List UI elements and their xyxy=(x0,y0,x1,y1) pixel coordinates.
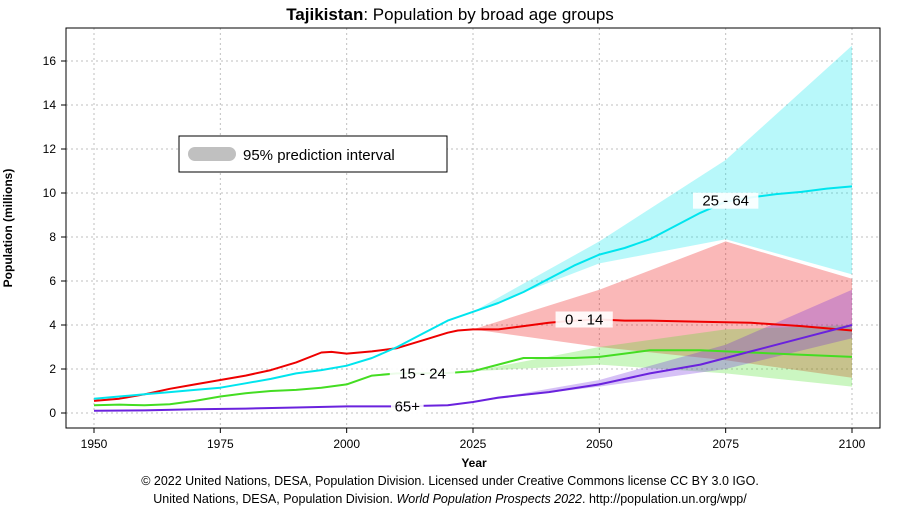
series-line-0[interactable] xyxy=(93,318,853,402)
series-line-3[interactable] xyxy=(93,324,853,412)
series-label: 0 - 14 xyxy=(565,312,603,329)
x-ticks: 1950 1975 2000 2025 2050 2075 2100 xyxy=(81,428,866,451)
legend-label: 95% prediction interval xyxy=(243,147,395,164)
y-tick-label: 2 xyxy=(49,362,56,376)
series-label: 25 - 64 xyxy=(702,193,749,210)
y-tick-label: 14 xyxy=(43,98,57,112)
chart-title-rest: : Population by broad age groups xyxy=(363,5,614,24)
credit: © 2022 United Nations, DESA, Population … xyxy=(0,472,900,508)
y-tick-label: 16 xyxy=(43,54,57,68)
series-label-bg xyxy=(692,192,759,209)
series-label-bg xyxy=(391,398,424,415)
y-tick-label: 6 xyxy=(49,274,56,288)
series-label-bg xyxy=(555,311,613,328)
x-tick-label: 2050 xyxy=(586,437,613,451)
x-tick-label: 2025 xyxy=(460,437,487,451)
prediction-band-1 xyxy=(473,325,852,387)
legend[interactable]: 95% prediction interval xyxy=(178,135,448,173)
prediction-band-3 xyxy=(473,289,852,402)
x-tick-label: 1950 xyxy=(81,437,108,451)
series-label: 15 - 24 xyxy=(399,365,446,382)
x-tick-label: 2075 xyxy=(712,437,739,451)
prediction-band-0 xyxy=(473,241,852,378)
series-label-bg xyxy=(389,365,456,382)
series-labels: 0 - 14 15 - 24 25 - 64 65+ xyxy=(389,192,759,415)
credit-line-1: © 2022 United Nations, DESA, Population … xyxy=(141,474,759,488)
legend-swatch xyxy=(188,147,236,161)
chart-title: Tajikistan: Population by broad age grou… xyxy=(0,4,900,26)
y-tick-label: 4 xyxy=(49,318,56,332)
y-axis-label: Population (millions) xyxy=(1,169,15,288)
series-label: 65+ xyxy=(395,398,421,415)
x-axis-label: Year xyxy=(461,456,487,470)
x-tick-label: 1975 xyxy=(207,437,234,451)
y-tick-label: 12 xyxy=(43,142,57,156)
credit-line-2-pre: United Nations, DESA, Population Divisio… xyxy=(153,492,397,506)
grid xyxy=(66,28,880,428)
chart-title-country: Tajikistan xyxy=(286,5,364,24)
credit-line-2-post: . http://population.un.org/wpp/ xyxy=(582,492,747,506)
y-tick-label: 0 xyxy=(49,406,56,420)
credit-line-2: United Nations, DESA, Population Divisio… xyxy=(0,490,900,508)
prediction-bands xyxy=(473,45,852,402)
y-ticks: 0 2 4 6 8 10 12 14 16 xyxy=(43,54,66,420)
y-tick-label: 10 xyxy=(43,186,57,200)
credit-line-2-italic: World Population Prospects 2022 xyxy=(396,492,582,506)
x-tick-label: 2000 xyxy=(333,437,360,451)
x-tick-label: 2100 xyxy=(839,437,866,451)
y-tick-label: 8 xyxy=(49,230,56,244)
chart: 1950 1975 2000 2025 2050 2075 2100 0 2 4 6 8 10 12 14… xyxy=(1,27,881,470)
prediction-band-2 xyxy=(473,45,852,312)
